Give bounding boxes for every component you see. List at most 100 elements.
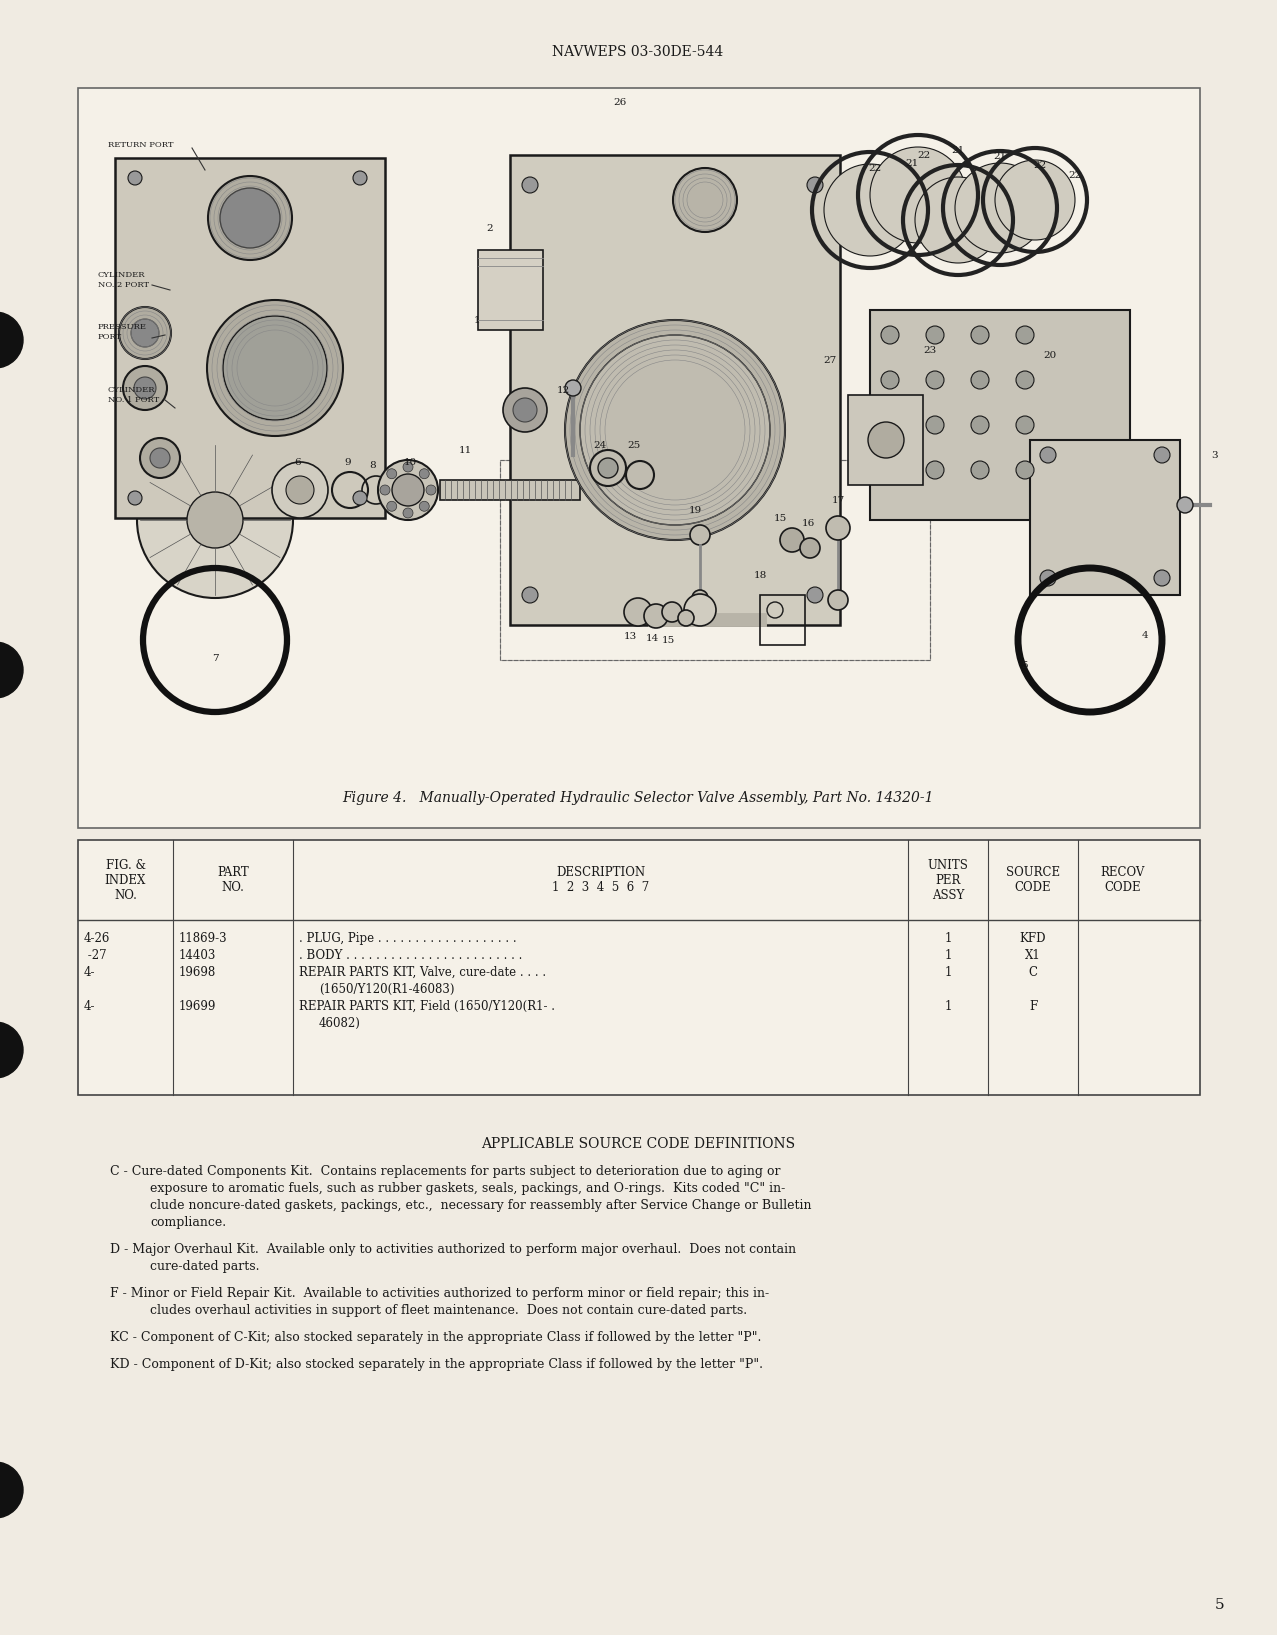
Text: 22: 22 (1033, 160, 1047, 170)
Text: SOURCE
CODE: SOURCE CODE (1006, 867, 1060, 894)
Circle shape (387, 502, 397, 512)
Circle shape (881, 461, 899, 479)
Text: 19: 19 (688, 505, 701, 515)
Text: C: C (1028, 966, 1037, 979)
Text: KC - Component of C-Kit; also stocked separately in the appropriate Class if fol: KC - Component of C-Kit; also stocked se… (110, 1331, 761, 1344)
Text: 1: 1 (944, 948, 951, 961)
Text: 5: 5 (1216, 1597, 1225, 1612)
Text: 17: 17 (831, 495, 844, 505)
Text: CYLINDER
NO. 1 PORT: CYLINDER NO. 1 PORT (109, 386, 160, 404)
Text: KD - Component of D-Kit; also stocked separately in the appropriate Class if fol: KD - Component of D-Kit; also stocked se… (110, 1359, 762, 1372)
Circle shape (378, 459, 438, 520)
Circle shape (995, 160, 1075, 240)
Circle shape (404, 463, 412, 473)
Circle shape (186, 492, 243, 548)
Bar (1031, 440, 1180, 595)
Bar (760, 595, 805, 644)
Bar (501, 459, 930, 661)
Circle shape (137, 441, 292, 598)
Bar (478, 250, 543, 330)
Text: 25: 25 (627, 440, 641, 450)
Circle shape (916, 177, 1001, 263)
Bar (870, 311, 1130, 520)
Circle shape (352, 490, 366, 505)
Circle shape (140, 438, 180, 477)
Text: UNITS
PER
ASSY: UNITS PER ASSY (927, 858, 968, 901)
Text: 27: 27 (824, 355, 836, 365)
Circle shape (208, 177, 292, 260)
Text: 21: 21 (994, 152, 1006, 160)
Text: 4-: 4- (84, 1001, 96, 1014)
Circle shape (522, 587, 538, 603)
Bar (848, 396, 923, 486)
Circle shape (870, 147, 965, 244)
Text: 4-26: 4-26 (84, 932, 110, 945)
Circle shape (971, 371, 988, 389)
Text: 11: 11 (458, 445, 471, 455)
Text: 7: 7 (212, 654, 218, 662)
Text: cure-dated parts.: cure-dated parts. (149, 1261, 259, 1274)
Circle shape (381, 486, 389, 495)
Circle shape (678, 610, 693, 626)
Circle shape (644, 603, 668, 628)
Text: clude noncure-dated gaskets, packings, etc.,  necessary for reassembly after Ser: clude noncure-dated gaskets, packings, e… (149, 1198, 811, 1212)
Circle shape (1177, 497, 1193, 513)
Circle shape (926, 325, 944, 343)
Text: 4: 4 (1142, 631, 1148, 639)
Circle shape (580, 335, 770, 525)
Text: 19699: 19699 (179, 1001, 216, 1014)
Text: 5: 5 (1020, 661, 1027, 669)
Circle shape (926, 461, 944, 479)
Text: 13: 13 (623, 631, 637, 641)
Text: 22: 22 (1069, 170, 1082, 180)
Bar (510, 155, 840, 625)
Circle shape (780, 528, 805, 553)
Text: 24: 24 (594, 440, 607, 450)
Circle shape (1016, 325, 1034, 343)
Text: REPAIR PARTS KIT, Field (1650/Y120(R1- .: REPAIR PARTS KIT, Field (1650/Y120(R1- . (299, 1001, 555, 1014)
Text: 22: 22 (917, 150, 931, 160)
Circle shape (881, 325, 899, 343)
Circle shape (826, 517, 850, 540)
Bar (78, 88, 1200, 827)
Text: -27: -27 (84, 948, 106, 961)
Text: 15: 15 (661, 636, 674, 644)
Text: KFD: KFD (1020, 932, 1046, 945)
Circle shape (971, 325, 988, 343)
Text: cludes overhaul activities in support of fleet maintenance.  Does not contain cu: cludes overhaul activities in support of… (149, 1305, 747, 1318)
Circle shape (926, 415, 944, 433)
Text: 15: 15 (774, 513, 787, 523)
Text: 4-: 4- (84, 966, 96, 979)
Circle shape (926, 371, 944, 389)
Circle shape (824, 164, 916, 257)
Circle shape (673, 168, 737, 232)
Circle shape (598, 458, 618, 477)
Circle shape (392, 474, 424, 505)
Text: 26: 26 (613, 98, 627, 106)
Text: C - Cure-dated Components Kit.  Contains replacements for parts subject to deter: C - Cure-dated Components Kit. Contains … (110, 1166, 780, 1177)
Text: 46082): 46082) (319, 1017, 361, 1030)
Text: 21: 21 (951, 146, 964, 154)
Circle shape (123, 366, 167, 410)
Circle shape (149, 448, 170, 468)
Bar (115, 159, 384, 518)
Text: 1: 1 (474, 316, 480, 324)
Text: CYLINDER
NO. 2 PORT: CYLINDER NO. 2 PORT (98, 271, 149, 289)
Text: FIG. &
INDEX
NO.: FIG. & INDEX NO. (105, 858, 146, 901)
Circle shape (684, 594, 716, 626)
Circle shape (692, 590, 707, 607)
Circle shape (807, 177, 822, 193)
Circle shape (220, 188, 280, 249)
Text: 8: 8 (369, 461, 377, 469)
Circle shape (0, 312, 23, 368)
Circle shape (564, 379, 581, 396)
Circle shape (419, 502, 429, 512)
Text: RECOV
CODE: RECOV CODE (1101, 867, 1145, 894)
Text: 1: 1 (944, 966, 951, 979)
Text: 1: 1 (944, 932, 951, 945)
Text: 20: 20 (1043, 350, 1056, 360)
Circle shape (503, 387, 547, 432)
Text: X1: X1 (1025, 948, 1041, 961)
Circle shape (1016, 415, 1034, 433)
Circle shape (1016, 461, 1034, 479)
